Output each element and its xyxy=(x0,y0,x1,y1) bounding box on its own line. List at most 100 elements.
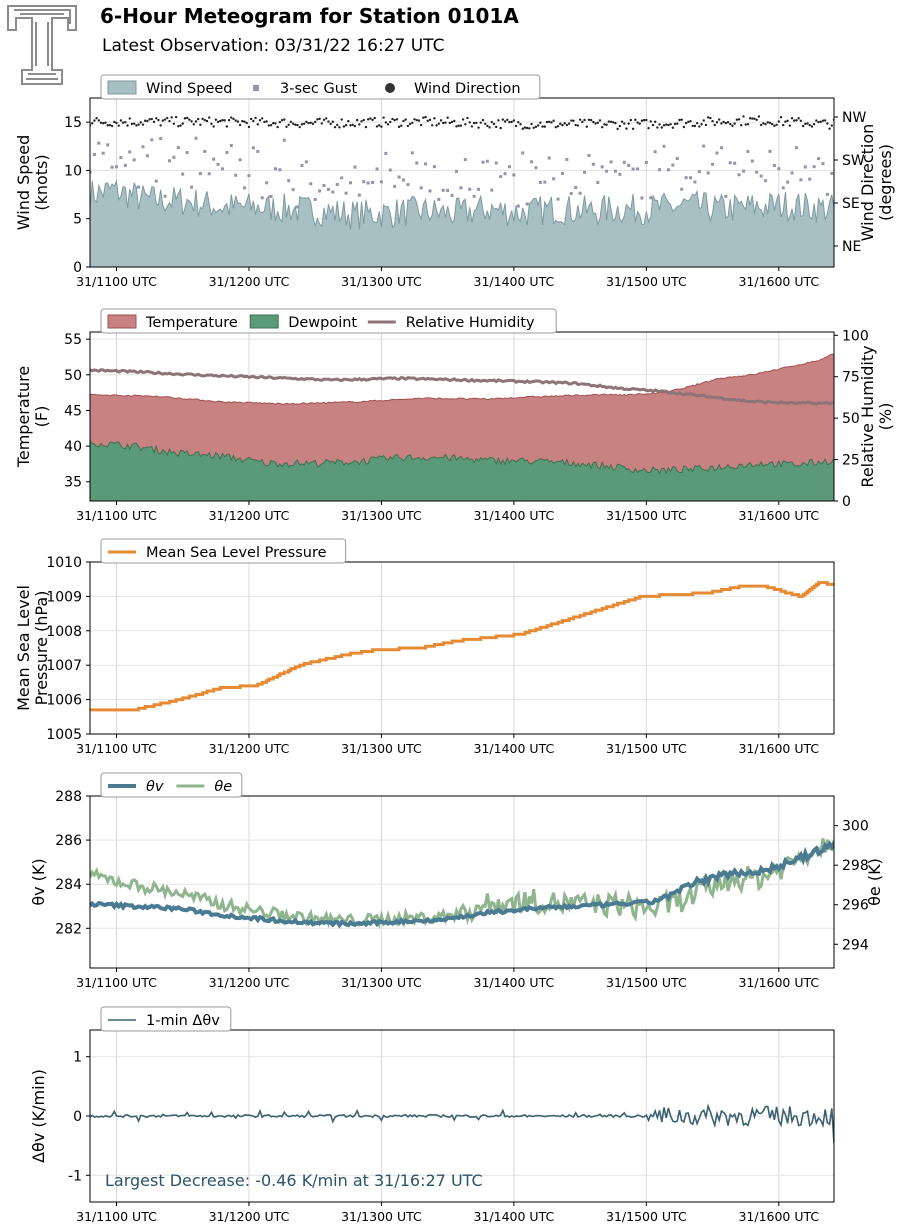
wind-direction-point xyxy=(786,119,789,122)
wind-direction-point xyxy=(336,123,339,127)
wind-direction-point xyxy=(380,125,383,128)
wind-direction-point xyxy=(585,125,588,128)
y-axis-label: Pressure (hPa) xyxy=(32,591,51,706)
y-tick-label: 50 xyxy=(64,368,82,384)
wind-direction-point xyxy=(265,120,268,123)
wind-direction-point xyxy=(810,125,814,128)
wind-direction-point xyxy=(691,124,694,128)
wind-direction-point xyxy=(503,120,507,123)
y2-tick-label: 100 xyxy=(842,328,869,344)
wind-direction-point xyxy=(155,117,158,120)
wind-direction-point xyxy=(263,120,266,124)
gust-point xyxy=(446,188,450,192)
gust-point xyxy=(132,158,136,162)
gust-point xyxy=(300,163,304,167)
wind-direction-point xyxy=(565,123,569,127)
plot-frame xyxy=(89,795,835,969)
wind-direction-point xyxy=(497,119,500,122)
gust-point xyxy=(198,172,202,176)
gust-point xyxy=(777,167,781,171)
gust-point xyxy=(750,159,754,163)
wind-direction-point xyxy=(128,117,131,120)
wind-direction-point xyxy=(492,122,496,126)
gust-point xyxy=(335,182,339,186)
gust-point xyxy=(499,175,503,179)
legend-label: Temperature xyxy=(145,315,238,331)
gust-point xyxy=(269,194,273,198)
wind-direction-point xyxy=(629,118,633,122)
gust-point xyxy=(92,153,96,157)
y2-tick-label: NE xyxy=(842,239,861,255)
theta-v-line xyxy=(90,840,834,929)
wind-direction-point xyxy=(563,122,566,125)
gust-point xyxy=(719,146,723,150)
gust-point xyxy=(216,162,220,166)
wind-direction-point xyxy=(223,119,226,122)
wind-direction-point xyxy=(146,119,149,123)
wind-direction-point xyxy=(106,124,109,127)
gust-point xyxy=(485,159,489,163)
gust-point xyxy=(349,181,353,185)
gust-point xyxy=(764,179,768,183)
wind-direction-point xyxy=(360,120,363,123)
wind-direction-point xyxy=(327,120,330,123)
wind-direction-point xyxy=(649,120,652,123)
gust-point xyxy=(410,151,414,155)
gust-point xyxy=(190,185,194,189)
y2-tick-label: 296 xyxy=(842,898,869,914)
wind-direction-point xyxy=(594,122,597,125)
wind-direction-point xyxy=(578,118,582,121)
gust-point xyxy=(746,149,750,153)
wind-speed-line xyxy=(90,179,834,230)
gust-point xyxy=(441,188,445,192)
wind-direction-point xyxy=(254,116,257,120)
delta-theta-line xyxy=(90,1103,834,1144)
wind-direction-point xyxy=(561,123,564,127)
gust-point xyxy=(159,137,163,141)
wind-direction-point xyxy=(285,125,288,129)
wind-direction-point xyxy=(623,122,626,125)
gust-point xyxy=(583,170,587,174)
y-tick-label: 35 xyxy=(64,475,82,491)
wind-direction-point xyxy=(799,119,803,122)
gust-point xyxy=(803,165,807,169)
x-tick-label: 31/1200 UTC xyxy=(209,274,290,289)
y2-axis-label: (degrees) xyxy=(876,144,895,221)
legend-label: 1-min Δθv xyxy=(146,1013,220,1029)
wind-direction-point xyxy=(267,124,271,127)
wind-direction-point xyxy=(97,119,101,122)
wind-direction-point xyxy=(132,122,136,125)
wind-direction-point xyxy=(210,122,213,125)
gust-point xyxy=(741,169,745,173)
y-axis-label: Mean Sea Level xyxy=(14,585,33,711)
gust-point xyxy=(278,168,282,172)
wind-direction-point xyxy=(706,116,710,119)
wind-direction-point xyxy=(821,119,825,122)
gust-point xyxy=(680,187,684,191)
legend-box xyxy=(100,538,347,564)
wind-direction-point xyxy=(278,120,282,124)
wind-direction-point xyxy=(119,119,123,122)
wind-direction-point xyxy=(378,124,381,127)
x-tick-label: 31/1600 UTC xyxy=(738,975,819,990)
wind-direction-point xyxy=(658,123,661,126)
x-tick-label: 31/1400 UTC xyxy=(474,741,555,756)
wind-direction-point xyxy=(389,120,392,124)
gust-point xyxy=(454,169,458,173)
x-tick-label: 31/1500 UTC xyxy=(606,975,687,990)
y2-tick-label: SE xyxy=(842,196,860,212)
panel-temp: 31/1100 UTC 31/1200 UTC 31/1300 UTC 31/1400… xyxy=(14,308,895,523)
wind-direction-point xyxy=(470,125,474,128)
gust-point xyxy=(666,168,670,172)
wind-direction-point xyxy=(631,127,635,131)
wind-direction-point xyxy=(826,122,829,125)
wind-direction-point xyxy=(642,118,646,122)
gust-point xyxy=(322,183,326,187)
y-tick-label: 1009 xyxy=(46,589,82,605)
gust-point xyxy=(287,179,291,183)
legend: 1-min Δθv xyxy=(100,1006,232,1032)
y-axis-label: (F) xyxy=(32,406,51,428)
wind-direction-point xyxy=(806,122,809,125)
gust-point xyxy=(472,194,476,198)
wind-direction-point xyxy=(532,126,535,130)
